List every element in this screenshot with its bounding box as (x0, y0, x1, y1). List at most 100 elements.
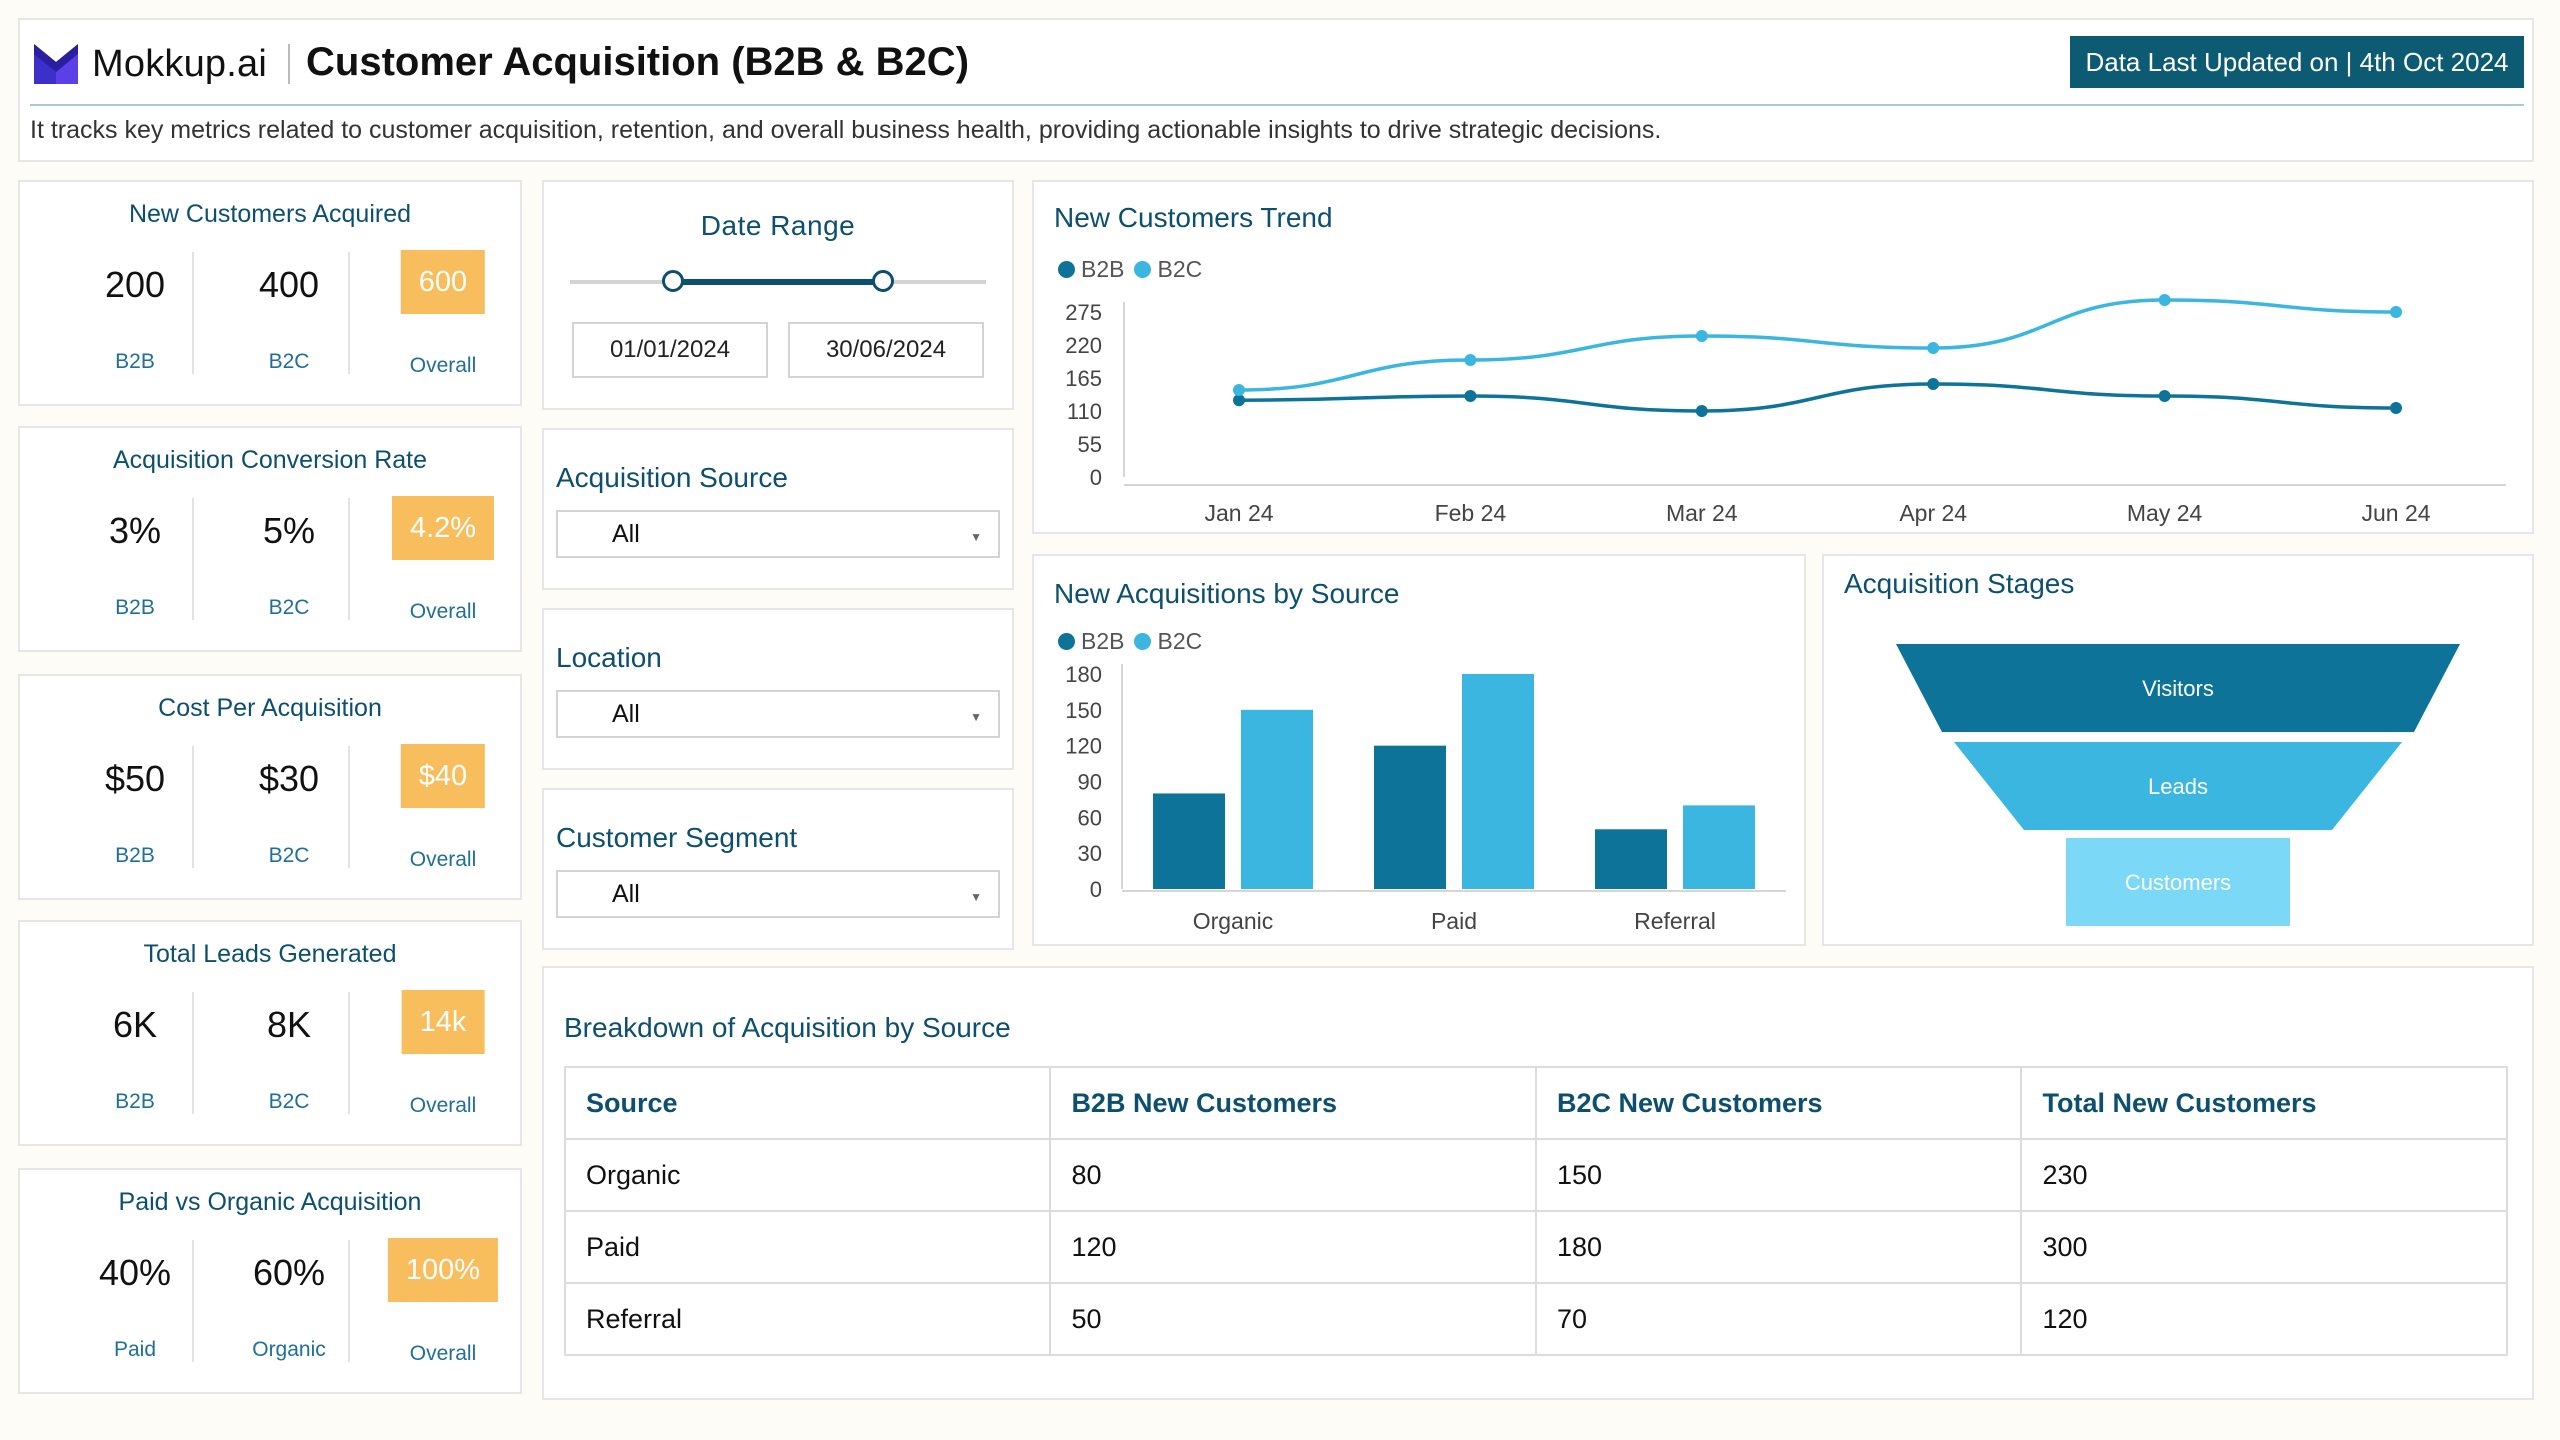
kpi-value: 400 (258, 264, 320, 305)
kpi-value: 5% (262, 510, 316, 551)
kpi-label: B2C (268, 844, 310, 867)
funnel-label-visitors: Visitors (2142, 676, 2214, 701)
table-cell: 70 (1534, 1282, 2023, 1356)
x-tick-label: Jan 24 (1204, 500, 1273, 526)
acquisition-source-label: Acquisition Source (556, 462, 788, 493)
start-date-input[interactable]: 01/01/2024 (572, 322, 768, 378)
kpi-overall-badge: 4.2% (391, 496, 495, 560)
bar-b2c-paid (1462, 674, 1534, 889)
kpi-value: 8K (266, 1004, 312, 1045)
chevron-down-icon: ▼ (970, 710, 982, 724)
kpi-value: 60% (252, 1252, 326, 1293)
table-cell: 120 (1049, 1210, 1537, 1284)
column-header-total[interactable]: Total New Customers (2020, 1066, 2508, 1140)
kpi-metric: 6K B2B (60, 988, 210, 1124)
x-tick-label: Paid (1431, 908, 1477, 934)
location-label: Location (556, 642, 662, 673)
kpi-divider (348, 746, 350, 868)
kpi-metric: 14k Overall (368, 988, 518, 1124)
table-cell: 230 (2020, 1138, 2508, 1212)
kpi-divider (348, 252, 350, 374)
legend-item-b2c: B2C (1134, 256, 1202, 283)
data-point (1927, 378, 1940, 390)
kpi-overall-badge: 100% (387, 1238, 499, 1302)
table-cell: Referral (563, 1282, 1052, 1356)
kpi-divider (348, 992, 350, 1114)
kpi-card: New Customers Acquired 200 B2B 400 B2C 600 Ove… (18, 180, 522, 406)
kpi-card: Total Leads Generated 6K B2B 8K B2C 14k Overal… (18, 920, 522, 1146)
y-tick-label: 220 (1065, 333, 1102, 358)
date-range-filter: Date Range 01/01/2024 30/06/2024 (542, 180, 1014, 410)
table-cell: 180 (1534, 1210, 2023, 1284)
header-divider (30, 104, 2524, 106)
x-tick-label: Mar 24 (1666, 500, 1738, 526)
table-cell: 150 (1534, 1138, 2023, 1212)
kpi-divider (192, 498, 194, 620)
source-bar-chart: 0 30 60 90 120 150 180 Organic Paid Referral (1065, 662, 1786, 934)
acquisition-breakdown-card: Breakdown of Acquisition by Source Sourc… (542, 966, 2534, 1400)
kpi-divider (348, 498, 350, 620)
kpi-divider (192, 252, 194, 374)
funnel-label-leads: Leads (2148, 774, 2208, 799)
mokkup-logo-icon (34, 44, 78, 84)
funnel-label-customers: Customers (2125, 870, 2231, 895)
kpi-label: B2C (268, 1090, 310, 1113)
funnel-stage-customers[interactable] (2066, 838, 2290, 926)
data-point (1233, 384, 1245, 396)
kpi-label: B2B (115, 844, 155, 867)
location-filter: Location All ▼ (542, 608, 1014, 770)
legend-dot-icon (1134, 261, 1152, 278)
data-point (1695, 330, 1708, 342)
kpi-label: Paid (113, 1338, 157, 1361)
kpi-metric: 200 B2B (60, 248, 210, 384)
date-slider-start-handle[interactable] (662, 270, 684, 292)
chevron-down-icon: ▼ (970, 890, 982, 904)
acquisition-stages-card: Acquisition Stages Visitors Leads Custom… (1822, 554, 2534, 946)
column-header-b2b[interactable]: B2B New Customers (1049, 1066, 1537, 1140)
location-select[interactable]: All ▼ (556, 690, 1000, 738)
location-value: All (612, 699, 640, 728)
table-cell: Paid (563, 1210, 1052, 1284)
table-cell: 300 (2020, 1210, 2508, 1284)
funnel-stage-leads[interactable] (1954, 742, 2402, 830)
acquisition-funnel: Visitors Leads Customers (1896, 644, 2460, 926)
acquisition-source-select[interactable]: All ▼ (556, 510, 1000, 558)
bar-b2b-referral (1595, 829, 1667, 889)
kpi-metric: $40 Overall (368, 742, 518, 878)
page-description: It tracks key metrics related to custome… (30, 116, 1662, 144)
kpi-metric: 8K B2C (214, 988, 364, 1124)
table-cell: 80 (1049, 1138, 1537, 1212)
bar-b2c-referral (1683, 805, 1755, 889)
data-point (1233, 394, 1245, 407)
customer-segment-filter: Customer Segment All ▼ (542, 788, 1014, 950)
date-slider-end-handle[interactable] (872, 270, 894, 292)
funnel-stage-visitors[interactable] (1896, 644, 2460, 732)
x-tick-label: Jun 24 (2361, 500, 2430, 526)
customer-segment-select[interactable]: All ▼ (556, 870, 1000, 918)
legend-dot-icon (1058, 633, 1075, 650)
bar-b2b-organic (1153, 793, 1225, 889)
kpi-metric: 4.2% Overall (368, 494, 518, 630)
end-date-input[interactable]: 30/06/2024 (788, 322, 984, 378)
kpi-label: B2B (115, 350, 155, 373)
column-header-b2c[interactable]: B2C New Customers (1534, 1066, 2023, 1140)
kpi-value: 200 (104, 264, 166, 305)
trend-line-chart: 0 55 110 165 220 275 Jan 24 Feb 24 Mar 24 Apr 24 M… (1065, 294, 2506, 526)
page-title: Customer Acquisition (B2B & B2C) (306, 40, 970, 84)
y-tick-label: 120 (1065, 734, 1102, 759)
legend-item-b2c: B2C (1134, 628, 1202, 655)
kpi-title: Total Leads Generated (143, 940, 397, 968)
stages-title: Acquisition Stages (1844, 568, 2075, 599)
x-tick-label: Organic (1193, 908, 1274, 934)
legend-dot-icon (1134, 633, 1152, 650)
data-point (1927, 342, 1940, 354)
data-point (1464, 354, 1477, 366)
brand-logo[interactable]: Mokkup.ai (32, 40, 267, 88)
kpi-label: Overall (409, 354, 477, 377)
customer-segment-label: Customer Segment (556, 822, 798, 853)
kpi-label: Overall (409, 1342, 477, 1365)
y-tick-label: 110 (1067, 399, 1102, 424)
column-header-source[interactable]: Source (563, 1066, 1052, 1140)
bar-b2c-organic (1241, 709, 1313, 889)
kpi-title: Paid vs Organic Acquisition (118, 1188, 422, 1216)
